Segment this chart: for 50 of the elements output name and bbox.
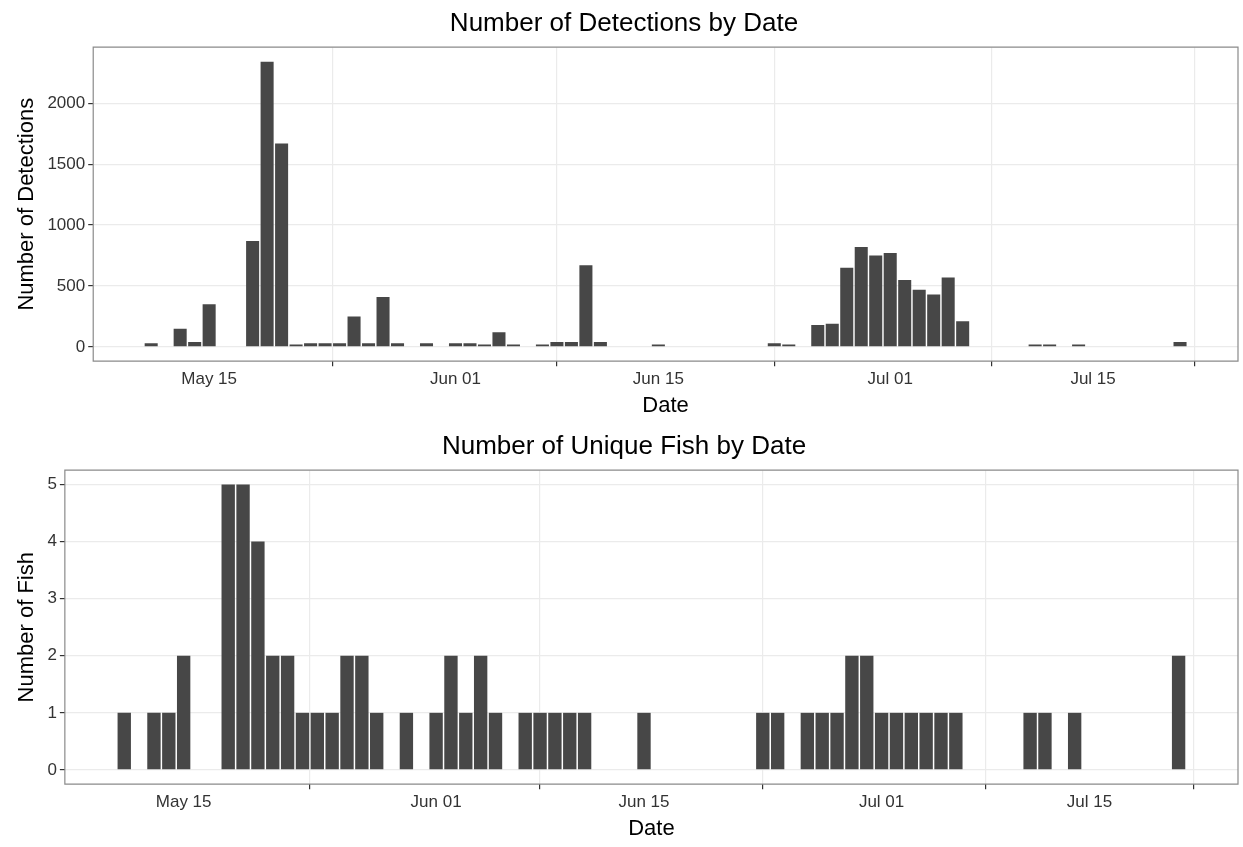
y-tick-label: 3	[47, 588, 57, 608]
x-axis-title: Date	[642, 391, 689, 417]
y-axis-title: Number of Detections	[13, 97, 39, 311]
y-tick-label: 1	[47, 702, 57, 722]
bar	[246, 240, 260, 347]
bar	[1171, 655, 1186, 770]
y-tick-label: 2000	[47, 92, 86, 112]
bar	[117, 712, 131, 770]
bar	[419, 343, 434, 347]
bar	[800, 712, 815, 770]
x-tick-label: Jun 01	[429, 369, 482, 389]
x-tick-label: Jun 15	[632, 369, 684, 389]
bar	[488, 712, 503, 770]
x-tick-label: Jun 01	[410, 792, 462, 812]
bar	[874, 712, 889, 770]
y-tick-label: 4	[47, 531, 57, 551]
y-axis-title: Number of Fish	[13, 552, 39, 703]
x-tick-label: Jul 01	[867, 369, 913, 389]
bar	[577, 712, 592, 770]
y-tick-label: 0	[75, 336, 86, 356]
chart-title: Number of Unique Fish by Date	[441, 429, 807, 460]
bar	[1173, 342, 1187, 347]
x-tick-label: Jul 01	[858, 792, 905, 812]
bar	[295, 712, 310, 770]
bar	[202, 304, 216, 347]
bar	[176, 655, 191, 770]
x-tick-label: May 15	[181, 369, 238, 389]
x-tick-label: May 15	[155, 792, 212, 812]
y-tick-label: 5	[47, 474, 57, 494]
bar	[889, 712, 904, 770]
bar	[637, 712, 651, 770]
x-tick-label: Jul 15	[1070, 369, 1116, 389]
y-tick-label: 1500	[47, 153, 86, 173]
bar	[473, 655, 488, 770]
bar	[144, 343, 158, 347]
x-tick-label: Jul 15	[1066, 792, 1113, 812]
x-tick-label: Jun 15	[618, 792, 670, 812]
bar	[1067, 712, 1082, 770]
y-tick-label: 1000	[47, 214, 86, 234]
bar	[399, 712, 414, 770]
y-tick-label: 0	[47, 759, 57, 779]
x-axis-title: Date	[628, 814, 675, 840]
bar	[770, 712, 785, 770]
bar	[756, 712, 770, 770]
bar	[593, 342, 607, 347]
bar	[280, 655, 295, 770]
bar	[811, 325, 825, 347]
y-tick-label: 500	[56, 275, 86, 295]
chart-title: Number of Detections by Date	[449, 6, 799, 37]
y-tick-label: 2	[47, 645, 57, 665]
